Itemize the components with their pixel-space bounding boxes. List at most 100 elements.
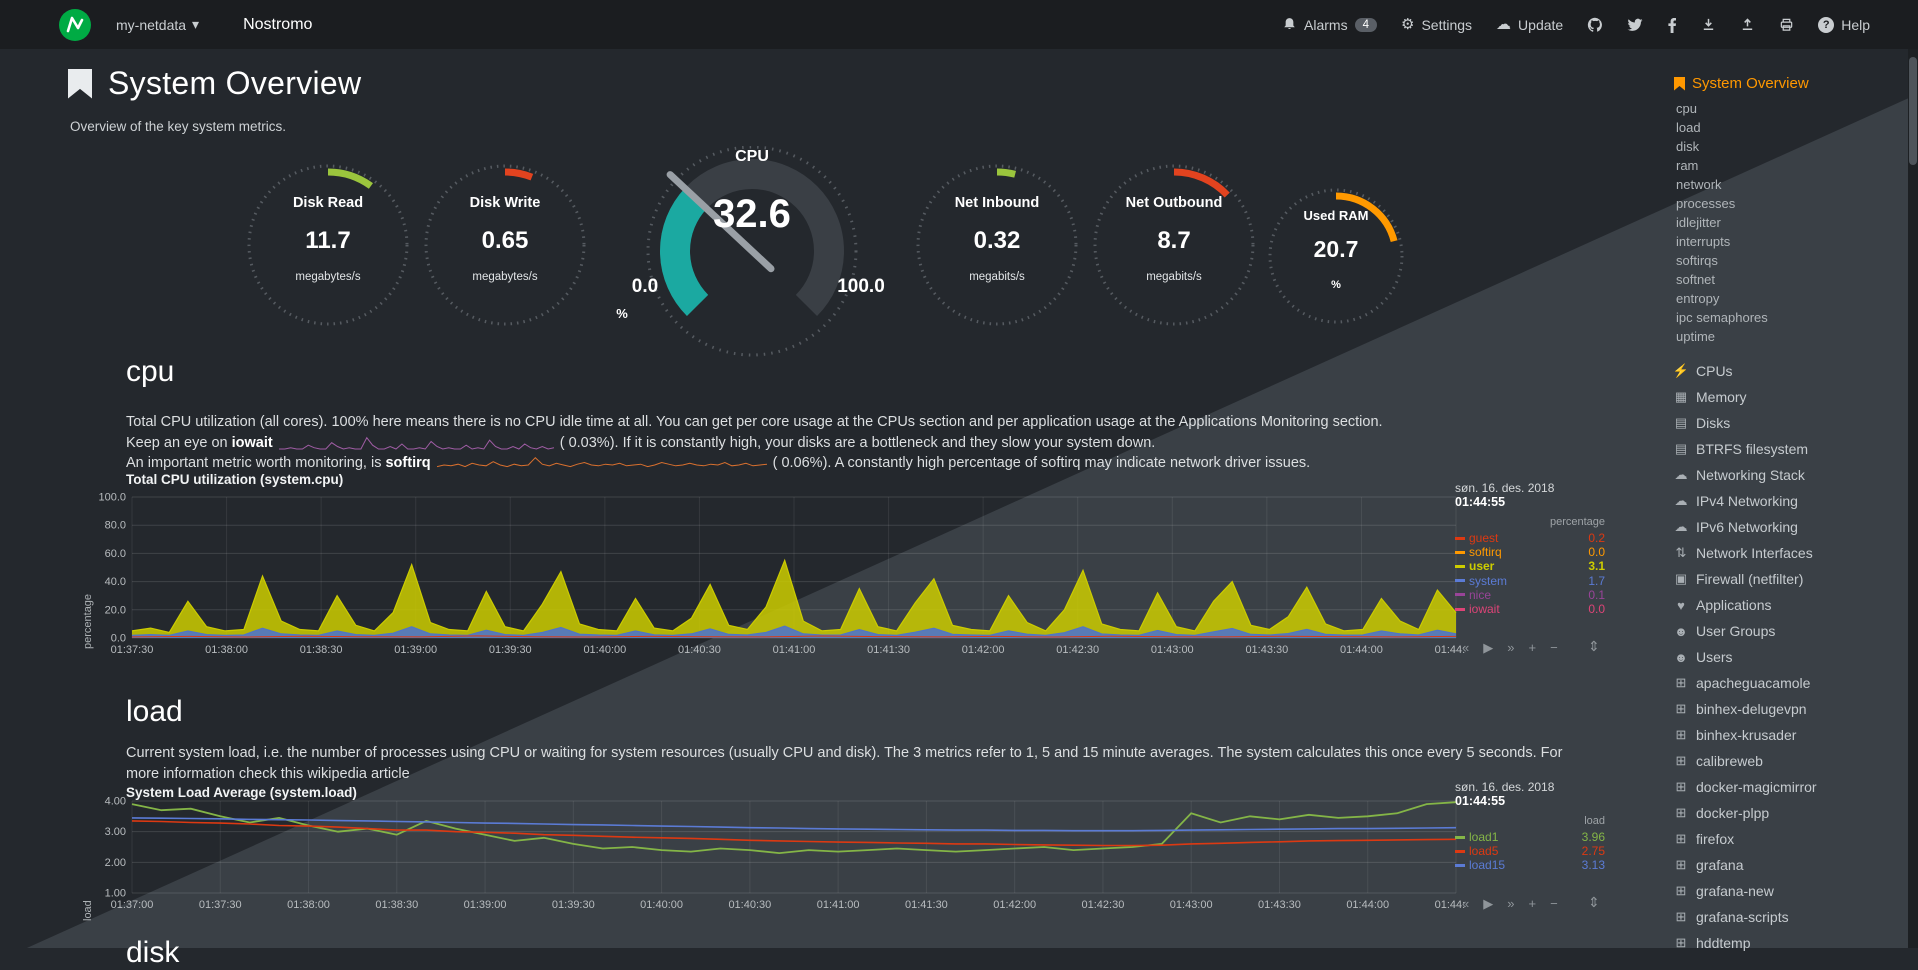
sidebar-section-item[interactable]: ▣ Firewall (netfilter) <box>1670 566 1908 592</box>
facebook-button[interactable] <box>1667 17 1677 33</box>
sidebar-section-item[interactable]: ⇅ Network Interfaces <box>1670 540 1908 566</box>
sidebar-section-item[interactable]: ☻ Users <box>1670 644 1908 670</box>
softirq-sparkline[interactable] <box>436 454 767 470</box>
sidebar-section-item[interactable]: ⊞ firefox <box>1670 826 1908 852</box>
chart-toolbar-button[interactable]: « <box>1462 640 1470 655</box>
chart-toolbar-button[interactable]: » <box>1507 640 1515 655</box>
sidebar-section-item[interactable]: ☁ Networking Stack <box>1670 462 1908 488</box>
used-ram-gauge[interactable]: Used RAM 20.7 % <box>1261 184 1411 334</box>
sidebar-section-item[interactable]: ▤ Disks <box>1670 410 1908 436</box>
sidebar-section-item[interactable]: ⊞ docker-magicmirror <box>1670 774 1908 800</box>
chart-toolbar-button[interactable]: − <box>1550 640 1558 655</box>
sidebar-section-item[interactable]: ⊞ binhex-delugevpn <box>1670 696 1908 722</box>
scrollbar-thumb[interactable] <box>1909 57 1917 165</box>
sidebar-sub-item[interactable]: softnet <box>1676 272 1716 287</box>
sidebar-sub-item[interactable]: processes <box>1676 196 1736 211</box>
chart-resize-handle[interactable]: ⇕ <box>1588 638 1600 654</box>
iowait-sparkline[interactable] <box>278 434 554 450</box>
chart-toolbar-button[interactable]: ▶ <box>1483 640 1494 655</box>
series-value: 2.75 <box>1581 844 1605 859</box>
cpu-section-heading: cpu <box>126 355 175 388</box>
legend-row[interactable]: system 1.7 <box>1455 574 1605 588</box>
chart-toolbar-button[interactable]: + <box>1528 896 1537 911</box>
chart-toolbar-button[interactable]: « <box>1462 896 1470 911</box>
chart-toolbar-button[interactable]: » <box>1507 896 1515 911</box>
section-label: Firewall (netfilter) <box>1696 571 1804 587</box>
sidebar-section-item[interactable]: ♥ Applications <box>1670 592 1908 618</box>
sidebar-sub-item[interactable]: entropy <box>1676 291 1720 306</box>
sidebar-sub-item[interactable]: ram <box>1676 158 1699 173</box>
cpu-utilization-chart[interactable]: 100.0 80.0 60.0 40.0 20.0 0.001:37:30 01:38:00… <box>68 493 1466 662</box>
svg-text:01:43:00: 01:43:00 <box>1170 899 1213 911</box>
sidebar-section-item[interactable]: ⊞ grafana-scripts <box>1670 904 1908 930</box>
gear-icon: ⚙ <box>1401 16 1415 33</box>
section-label: Memory <box>1696 389 1747 405</box>
legend-row[interactable]: iowait 0.0 <box>1455 602 1605 616</box>
cpu-gauge[interactable]: CPU 32.6 0.0 100.0 % <box>592 145 912 376</box>
sidebar-section-item[interactable]: ▤ BTRFS filesystem <box>1670 436 1908 462</box>
export-button[interactable] <box>1740 17 1755 32</box>
legend-row[interactable]: nice 0.1 <box>1455 588 1605 602</box>
github-button[interactable] <box>1587 17 1603 33</box>
chart-toolbar-button[interactable]: − <box>1550 896 1558 911</box>
svg-text:01:44:00: 01:44:00 <box>1340 644 1383 656</box>
sidebar-section-item[interactable]: ⊞ hddtemp <box>1670 930 1908 956</box>
netdata-logo[interactable] <box>58 8 92 42</box>
legend-row[interactable]: load5 2.75 <box>1455 844 1605 858</box>
svg-text:01:40:30: 01:40:30 <box>678 644 721 656</box>
sidebar-section-item[interactable]: ☻ User Groups <box>1670 618 1908 644</box>
sidebar-section-item[interactable]: ☁ IPv6 Networking <box>1670 514 1908 540</box>
print-button[interactable] <box>1779 17 1794 32</box>
page-scrollbar[interactable] <box>1908 49 1918 948</box>
import-button[interactable] <box>1701 17 1716 32</box>
series-name: system <box>1469 573 1508 588</box>
svg-text:01:43:00: 01:43:00 <box>1151 644 1194 656</box>
sidebar-section-item[interactable]: ⊞ apacheguacamole <box>1670 670 1908 696</box>
sidebar-section-item[interactable]: ⊞ docker-plpp <box>1670 800 1908 826</box>
sidebar-section-item[interactable]: ⚡ CPUs <box>1670 358 1908 384</box>
sidebar-section-item[interactable]: ▦ Memory <box>1670 384 1908 410</box>
net-outbound-gauge[interactable]: Net Outbound 8.7 megabits/s <box>1084 161 1264 341</box>
sidebar-section-item[interactable]: ⊞ binhex-krusader <box>1670 722 1908 748</box>
twitter-button[interactable] <box>1627 17 1643 33</box>
legend-row[interactable]: load1 3.96 <box>1455 830 1605 844</box>
sidebar-section-item[interactable]: ☁ IPv4 Networking <box>1670 488 1908 514</box>
sidebar-sub-item[interactable]: idlejitter <box>1676 215 1721 230</box>
legend-row[interactable]: load15 3.13 <box>1455 858 1605 872</box>
section-label: hddtemp <box>1696 935 1751 951</box>
sidebar-sub-item[interactable]: softirqs <box>1676 253 1718 268</box>
sidebar-sub-item[interactable]: disk <box>1676 139 1700 154</box>
sidebar-sub-item[interactable]: interrupts <box>1676 234 1731 249</box>
disk-read-gauge[interactable]: Disk Read 11.7 megabytes/s <box>238 161 418 341</box>
sidebar-sub-item[interactable]: cpu <box>1676 101 1697 116</box>
legend-row[interactable]: guest 0.2 <box>1455 531 1605 545</box>
legend-row[interactable]: softirq 0.0 <box>1455 545 1605 559</box>
disk-write-gauge[interactable]: Disk Write 0.65 megabytes/s <box>415 161 595 341</box>
chart-resize-handle[interactable]: ⇕ <box>1588 894 1600 910</box>
chart-toolbar-button[interactable]: + <box>1528 640 1537 655</box>
update-button[interactable]: ☁ Update <box>1496 17 1563 33</box>
my-netdata-menu[interactable]: my-netdata ▾ <box>116 16 199 33</box>
help-button[interactable]: ? Help <box>1818 16 1870 33</box>
settings-button[interactable]: ⚙ Settings <box>1401 17 1472 33</box>
sidebar-section-item[interactable]: ⊞ calibreweb <box>1670 748 1908 774</box>
sidebar-item-system-overview[interactable]: System Overview <box>1674 75 1908 92</box>
alarms-button[interactable]: Alarms 4 <box>1282 17 1377 33</box>
hostname-button[interactable]: Nostromo <box>243 15 313 33</box>
legend-row[interactable]: user 3.1 <box>1455 559 1605 573</box>
net-inbound-gauge[interactable]: Net Inbound 0.32 megabits/s <box>907 161 1087 341</box>
sidebar-sub-item[interactable]: load <box>1676 120 1701 135</box>
sidebar-sub-item[interactable]: ipc semaphores <box>1676 310 1768 325</box>
sidebar-section-item[interactable]: ⊞ grafana-new <box>1670 878 1908 904</box>
page-title: System Overview <box>108 65 362 101</box>
section-label: grafana-new <box>1696 883 1774 899</box>
series-value: 3.1 <box>1588 559 1605 574</box>
svg-text:01:43:30: 01:43:30 <box>1258 899 1301 911</box>
svg-text:01:37:00: 01:37:00 <box>111 899 154 911</box>
sidebar-sub-item[interactable]: uptime <box>1676 329 1716 344</box>
series-value: 1.7 <box>1588 573 1605 588</box>
sidebar-section-item[interactable]: ⊞ grafana <box>1670 852 1908 878</box>
sidebar-sub-item[interactable]: network <box>1676 177 1722 192</box>
chart-toolbar-button[interactable]: ▶ <box>1483 896 1494 911</box>
